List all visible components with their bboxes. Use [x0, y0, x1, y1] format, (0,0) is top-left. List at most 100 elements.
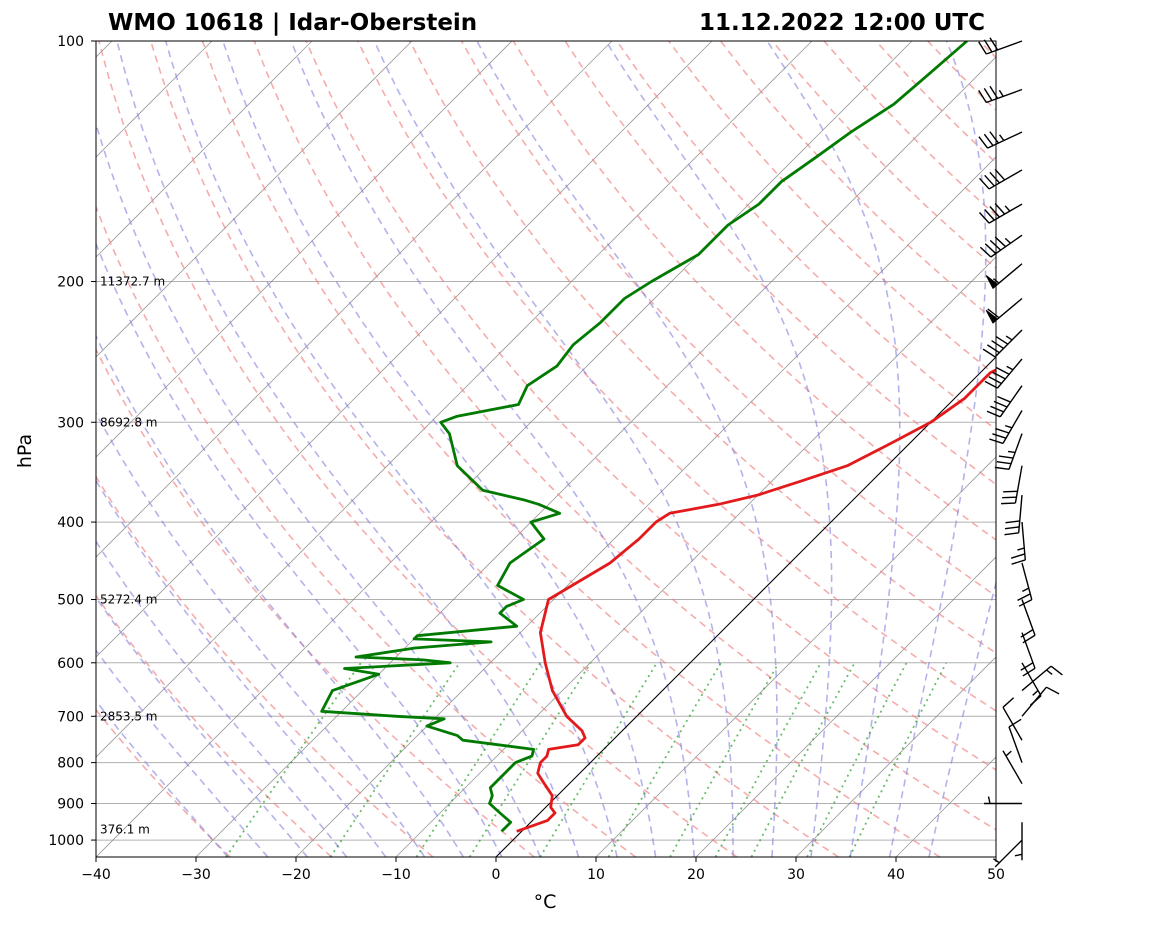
wind-barb-feather	[998, 455, 1014, 459]
y-tick-label: 1000	[48, 833, 84, 849]
wind-barb	[978, 168, 1023, 190]
wind-barb-feather	[978, 136, 989, 149]
wind-barb-feather	[1011, 559, 1026, 565]
x-tick-label: 10	[587, 867, 605, 883]
wind-barb-shaft	[986, 40, 1023, 55]
dry-adiabat-line	[149, 41, 840, 857]
wind-barb-feather	[978, 177, 990, 190]
moist-adiabat-line	[888, 41, 987, 857]
wind-barb-half-feather	[1004, 205, 1011, 212]
wind-barb-half-feather	[992, 858, 1000, 864]
dry-adiabat-line	[96, 347, 535, 857]
wind-barb-feather	[1029, 695, 1042, 706]
wind-barb-half-feather	[1004, 424, 1013, 429]
wind-barb-half-feather	[1046, 669, 1053, 675]
mixing-ratio-line	[225, 662, 362, 857]
dry-adiabat-line	[564, 41, 996, 486]
wind-barb	[989, 410, 1023, 445]
wind-barb	[978, 203, 1023, 224]
moist-adiabat-line	[222, 41, 657, 857]
wind-barb-feather	[1017, 593, 1031, 602]
wind-barb	[978, 37, 1023, 55]
wind-barb-feather	[993, 400, 1008, 408]
wind-barb-shaft	[1008, 726, 1023, 763]
wind-barb-feather	[996, 366, 1010, 375]
background-lines	[96, 41, 996, 857]
isotherm-line	[96, 41, 713, 658]
y-tick-label: 300	[57, 415, 84, 431]
y-tick-label: 500	[57, 593, 84, 609]
wind-barb-feather	[1010, 553, 1025, 559]
height-label: 8692.8 m	[100, 415, 158, 429]
wind-barb-feather	[994, 466, 1010, 471]
y-tick-label: 100	[57, 34, 84, 50]
x-tick-label: 20	[687, 867, 705, 883]
wind-barb-shaft	[1008, 433, 1023, 470]
moist-adiabat-line	[476, 41, 778, 857]
wind-barb-feather	[994, 236, 1007, 248]
wind-barb-feather	[1002, 697, 1015, 708]
wind-barb-feather	[983, 133, 994, 146]
dry-adiabat-line	[616, 41, 996, 431]
isotherm-line	[795, 656, 996, 857]
mixing-ratio-line	[415, 662, 542, 857]
dry-adiabat-line	[357, 41, 996, 712]
wind-barb-flag	[985, 309, 999, 324]
y-tick-label: 400	[57, 515, 84, 531]
x-tick-label: 50	[987, 867, 1005, 883]
wind-barb-feather	[1001, 502, 1016, 505]
isotherm-line	[595, 456, 996, 857]
wind-barb-feather	[987, 308, 1000, 319]
y-tick-label: 200	[57, 275, 84, 291]
x-tick-label: 30	[787, 867, 805, 883]
wind-barb-half-feather	[1022, 587, 1030, 592]
wind-barb-feather	[994, 168, 1006, 181]
chart-subtitle: 11.12.2022 12:00 UTC	[699, 10, 985, 36]
wind-barb-shaft	[1017, 494, 1023, 533]
dry-adiabat-line	[408, 41, 996, 654]
wind-barb-shaft	[997, 358, 1023, 389]
dry-adiabat-line	[98, 41, 738, 857]
wind-barb-feather	[989, 206, 1001, 218]
wind-barb-feather	[986, 344, 1000, 354]
dry-adiabat-line	[96, 204, 637, 857]
moist-adiabat-line	[373, 41, 734, 857]
wind-barb	[979, 234, 1023, 258]
wind-barb	[1021, 665, 1063, 692]
wind-barb-feather	[989, 239, 1002, 251]
wind-barb-shaft	[994, 329, 1023, 358]
isotherm-line	[195, 56, 996, 857]
wind-barb-feather	[1004, 526, 1020, 530]
wind-barb-shaft	[1002, 750, 1023, 785]
wind-barb-shaft	[1021, 599, 1036, 636]
wind-barb-feather	[989, 171, 1001, 184]
y-axis-label: hPa	[14, 434, 36, 468]
moist-adiabat-line	[96, 241, 503, 857]
wind-barb-feather	[983, 87, 993, 101]
wind-barb-feather	[978, 41, 987, 55]
wind-barb-shaft	[988, 169, 1023, 190]
dry-adiabat-line	[253, 41, 996, 831]
wind-barb	[1008, 718, 1023, 763]
wind-barb-feather	[979, 246, 992, 258]
wind-barb-feather	[1022, 634, 1036, 644]
wind-barb-feather	[984, 380, 998, 389]
wind-barb-feather	[978, 212, 990, 224]
wind-barb-feather	[986, 410, 1001, 418]
wind-barb	[994, 433, 1023, 471]
wind-barb-feather	[982, 348, 996, 358]
wind-barb-feather	[992, 433, 1007, 439]
y-tick-label: 900	[57, 797, 84, 813]
wind-barb-feather	[1005, 520, 1020, 524]
wind-barb	[1004, 494, 1023, 536]
x-tick-label: −30	[181, 867, 211, 883]
dry-adiabat-line	[460, 41, 996, 597]
wind-barb-feather	[989, 37, 999, 51]
wind-barb-feather	[1004, 532, 1019, 536]
mixing-ratio-line	[329, 662, 461, 857]
moist-adiabat-line	[96, 649, 269, 857]
wind-barb	[1001, 465, 1023, 505]
wind-barb	[1020, 632, 1036, 677]
wind-barb-flag	[985, 275, 999, 289]
wind-barb-half-feather	[1007, 450, 1016, 454]
